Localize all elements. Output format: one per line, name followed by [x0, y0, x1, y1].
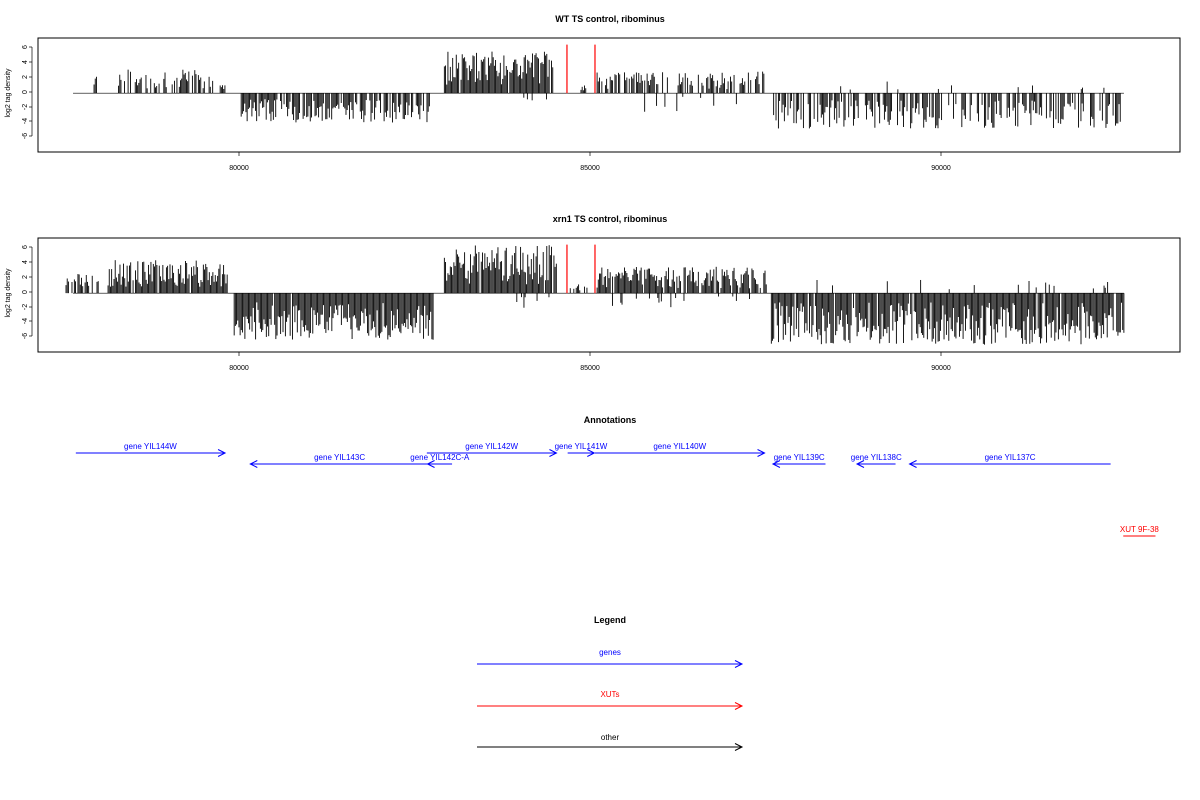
y-tick-label: 4: [22, 260, 29, 264]
legend-arrow-head: [734, 743, 744, 751]
y-tick-label: -2: [22, 304, 29, 310]
y-tick-label: -4: [22, 118, 29, 124]
feature-arrowhead: [908, 460, 917, 468]
y-tick-label: -4: [22, 318, 29, 324]
y-axis-label: log2 tag density: [5, 68, 12, 118]
y-tick-label: 6: [22, 245, 29, 249]
feature-arrowhead: [855, 460, 865, 468]
feature-arrowhead: [549, 449, 558, 457]
feature-label: gene YIL138C: [851, 453, 902, 462]
x-tick-label: 80000: [229, 365, 249, 372]
density-bars: [73, 44, 1124, 129]
feature-label: gene YIL142C-A: [410, 453, 470, 462]
panel-wt: WT TS control, ribominus log2 tag densit…: [5, 14, 1181, 172]
panel-title: WT TS control, ribominus: [555, 14, 665, 24]
legend-title: Legend: [594, 615, 626, 625]
feature-arrowhead: [771, 460, 781, 468]
feature-label: XUT 9F-38: [1120, 525, 1160, 534]
feature-label: gene YIL140W: [653, 442, 706, 451]
legend-label: XUTs: [600, 690, 619, 699]
x-ticks: 80000 85000 90000: [229, 152, 951, 172]
annotation-features: gene YIL144W gene YIL143C gene YIL142C-A ge…: [75, 442, 1160, 537]
feature-arrowhead: [757, 449, 766, 457]
x-ticks: 80000 85000 90000: [229, 352, 951, 372]
feature-label: gene YIL143C: [314, 453, 365, 462]
annotation-feature: gene YIL137C: [908, 453, 1111, 468]
panel-title: xrn1 TS control, ribominus: [553, 214, 668, 224]
legend-item-xuts: XUTs: [477, 690, 744, 710]
x-tick-label: 85000: [580, 365, 600, 372]
y-tick-label: 4: [22, 60, 29, 64]
y-tick-label: 0: [22, 290, 29, 294]
feature-arrowhead: [217, 449, 227, 457]
y-axis-label: log2 tag density: [5, 268, 12, 318]
y-ticks: 6 4 2 0 -2 -4 -6: [22, 45, 33, 139]
x-tick-label: 80000: [229, 165, 249, 172]
feature-label: gene YIL144W: [124, 442, 177, 451]
legend-label: genes: [599, 648, 621, 657]
legend-arrow-head: [734, 702, 744, 710]
legend-arrow-head: [734, 660, 744, 668]
legend-label: other: [601, 733, 620, 742]
annotation-feature: gene YIL142W: [426, 442, 558, 457]
feature-label: gene YIL141W: [555, 442, 608, 451]
panel-xrn1: xrn1 TS control, ribominus log2 tag dens…: [5, 214, 1181, 372]
annotation-feature: XUT 9F-38: [1120, 525, 1160, 537]
x-tick-label: 85000: [580, 165, 600, 172]
y-tick-label: -6: [22, 133, 29, 139]
density-bars: [65, 244, 1125, 345]
feature-arrowhead: [249, 460, 258, 468]
annotation-feature: gene YIL142C-A: [410, 453, 470, 468]
feature-arrowhead: [426, 460, 435, 468]
annotation-feature: gene YIL139C: [771, 453, 826, 468]
legend-item-other: other: [477, 733, 744, 751]
annotation-feature: gene YIL138C: [851, 453, 902, 468]
y-tick-label: 2: [22, 75, 29, 79]
y-tick-label: 6: [22, 45, 29, 49]
feature-label: gene YIL139C: [774, 453, 825, 462]
annotation-feature: gene YIL140W: [594, 442, 766, 457]
annotation-feature: gene YIL141W: [555, 442, 608, 457]
x-tick-label: 90000: [931, 365, 951, 372]
y-tick-label: 0: [22, 90, 29, 94]
feature-label: gene YIL142W: [465, 442, 518, 451]
legend: Legend genes XUTs other: [477, 615, 744, 751]
annotations-title: Annotations: [584, 415, 637, 425]
y-tick-label: 2: [22, 275, 29, 279]
y-tick-label: -6: [22, 333, 29, 339]
plot-frame: [37, 37, 1181, 153]
feature-arrowhead: [587, 449, 596, 457]
x-tick-label: 90000: [931, 165, 951, 172]
legend-item-genes: genes: [477, 648, 744, 668]
y-ticks: 6 4 2 0 -2 -4 -6: [22, 245, 33, 339]
plot-frame: [37, 237, 1181, 353]
annotation-feature: gene YIL143C: [249, 453, 429, 468]
feature-label: gene YIL137C: [985, 453, 1036, 462]
y-tick-label: -2: [22, 104, 29, 110]
annotation-feature: gene YIL144W: [75, 442, 227, 457]
